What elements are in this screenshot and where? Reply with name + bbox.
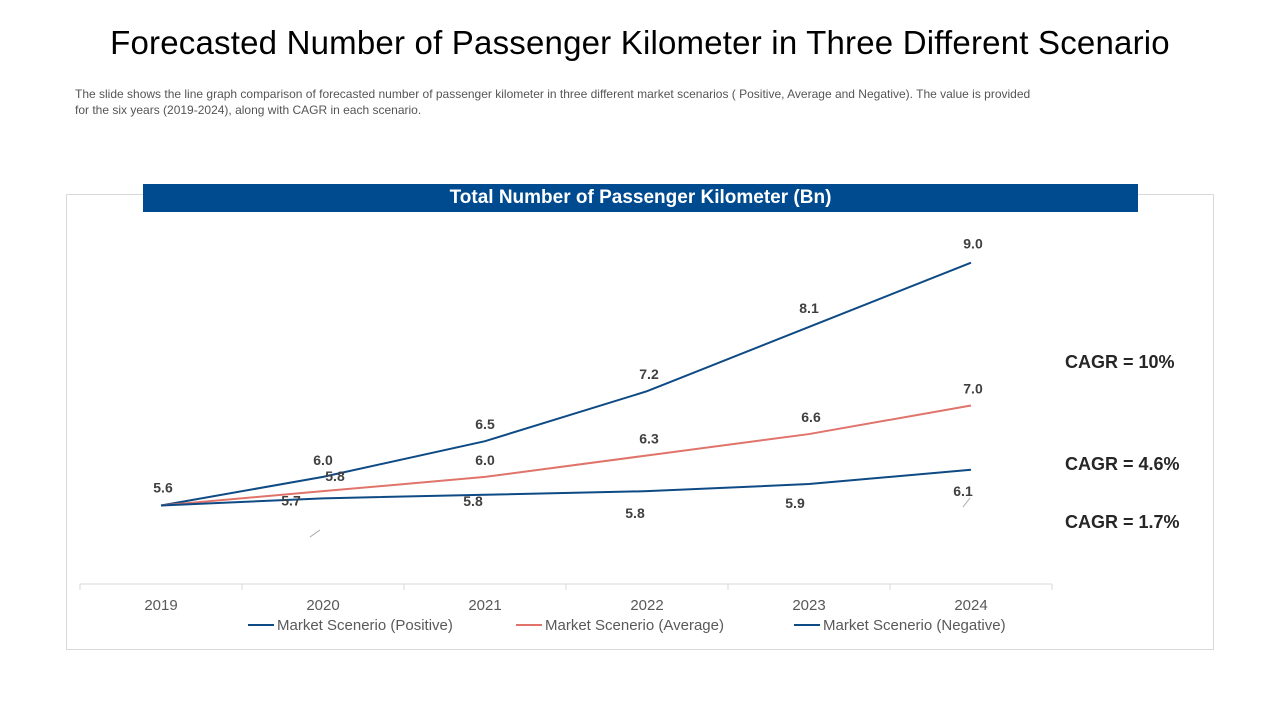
chart-title: Total Number of Passenger Kilometer (Bn) bbox=[143, 184, 1138, 212]
data-label: 6.1 bbox=[953, 483, 973, 499]
data-label: 5.6 bbox=[153, 479, 173, 495]
data-label: 5.8 bbox=[325, 468, 345, 484]
data-label: 6.0 bbox=[475, 452, 495, 468]
data-label: 8.1 bbox=[799, 300, 819, 316]
data-label: 7.2 bbox=[639, 366, 659, 382]
data-label: 5.8 bbox=[463, 493, 483, 509]
data-label: 5.8 bbox=[625, 505, 645, 521]
data-label: 6.0 bbox=[313, 452, 333, 468]
leader-line bbox=[962, 497, 971, 508]
legend-label: Market Scenerio (Positive) bbox=[277, 617, 453, 634]
x-tick-label: 2020 bbox=[306, 597, 339, 614]
data-label: 7.0 bbox=[963, 381, 983, 397]
slide-description: The slide shows the line graph compariso… bbox=[75, 87, 1031, 117]
data-label: 6.6 bbox=[801, 409, 821, 425]
x-tick-label: 2019 bbox=[144, 597, 177, 614]
data-label: 6.5 bbox=[475, 416, 495, 432]
data-label: 9.0 bbox=[963, 236, 983, 252]
leader-line bbox=[309, 529, 321, 538]
legend-label: Market Scenerio (Average) bbox=[545, 617, 724, 634]
data-label: 6.3 bbox=[639, 430, 659, 446]
cagr-negative: CAGR = 1.7% bbox=[1065, 512, 1180, 532]
cagr-average: CAGR = 4.6% bbox=[1065, 454, 1180, 474]
data-label: 5.7 bbox=[281, 492, 301, 508]
data-label: 5.9 bbox=[785, 495, 805, 511]
series-line-average bbox=[160, 404, 972, 507]
x-tick-label: 2022 bbox=[630, 597, 663, 614]
slide-title: Forecasted Number of Passenger Kilometer… bbox=[110, 24, 1170, 61]
x-tick-label: 2021 bbox=[468, 597, 501, 614]
x-tick-label: 2023 bbox=[792, 597, 825, 614]
x-tick-label: 2024 bbox=[954, 597, 987, 614]
legend-label: Market Scenerio (Negative) bbox=[823, 617, 1006, 634]
cagr-positive: CAGR = 10% bbox=[1065, 352, 1175, 372]
series-line-negative bbox=[160, 468, 972, 507]
series-line-positive bbox=[160, 261, 972, 507]
